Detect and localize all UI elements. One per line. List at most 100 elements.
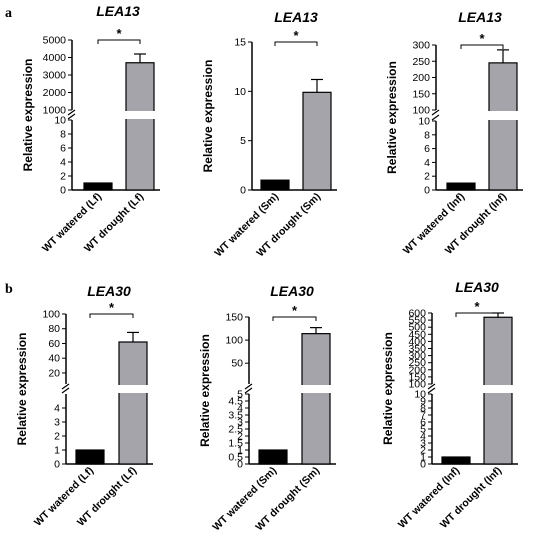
chart-title: LEA30 — [455, 279, 499, 295]
significance-bracket — [89, 313, 134, 318]
y-tick-label: 100 — [408, 379, 426, 391]
y-tick-label: 9 — [420, 396, 426, 408]
y-tick-label: 150 — [408, 371, 426, 383]
significance-bracket — [272, 316, 317, 321]
y-tick-label: 300 — [408, 350, 426, 362]
y-tick-label: 80 — [48, 323, 60, 335]
y-tick-label: 20 — [48, 367, 60, 379]
bar-break-gap — [118, 385, 148, 393]
axis-break-mark — [244, 387, 253, 394]
y-tick-label: 15 — [234, 37, 246, 49]
y-tick-label: 8 — [424, 129, 430, 141]
y-tick-label: 5 — [420, 424, 426, 436]
axis-break-mark — [427, 383, 436, 390]
y-tick-label: 2 — [60, 171, 66, 183]
y-tick-label: 6 — [420, 417, 426, 429]
y-tick-label: 150 — [225, 312, 243, 324]
chart-title: LEA30 — [87, 283, 131, 299]
y-tick-label: 2 — [54, 431, 60, 443]
y-tick-label: 3 — [54, 417, 60, 429]
bar — [441, 456, 471, 465]
y-tick-label: 4.5 — [228, 396, 243, 408]
y-tick-label: 1000 — [43, 105, 67, 117]
bar-break-gap — [125, 111, 155, 119]
y-tick-label: 8 — [60, 129, 66, 141]
bar-break-gap — [483, 385, 513, 393]
significance-label: * — [474, 299, 480, 314]
y-axis-label: Relative expression — [201, 60, 215, 173]
y-tick-label: 0 — [240, 185, 246, 197]
y-tick-label: 7 — [420, 410, 426, 422]
panel-letter-b: b — [5, 282, 13, 297]
axis-break-mark — [67, 113, 76, 120]
y-tick-label: 0 — [424, 185, 430, 197]
y-tick-label: 100 — [42, 309, 60, 321]
y-tick-label: 4000 — [43, 52, 67, 64]
axis-break-mark — [431, 109, 440, 116]
y-tick-label: 10 — [414, 389, 426, 401]
y-tick-label: 250 — [412, 56, 430, 68]
y-tick-label: 0 — [60, 185, 66, 197]
y-tick-label: 250 — [408, 357, 426, 369]
y-axis-label: Relative expression — [385, 61, 399, 174]
significance-bracket — [460, 44, 504, 49]
significance-label: * — [293, 28, 299, 43]
y-tick-label: 2000 — [43, 87, 67, 99]
y-tick-label: 600 — [408, 308, 426, 320]
y-tick-label: 10 — [54, 115, 66, 127]
bar-break-gap — [301, 385, 331, 393]
y-tick-label: 0 — [420, 459, 426, 471]
bar — [118, 341, 148, 465]
axis-break-mark — [244, 383, 253, 390]
y-tick-label: 4 — [424, 157, 430, 169]
y-tick-label: 0.5 — [228, 452, 243, 464]
y-axis-label: Relative expression — [15, 333, 29, 446]
y-tick-label: 3.5 — [228, 410, 243, 422]
y-tick-label: 4 — [54, 403, 60, 415]
y-tick-label: 500 — [408, 322, 426, 334]
bar — [488, 62, 518, 191]
chart-title: LEA13 — [96, 3, 140, 19]
bar — [446, 182, 476, 191]
significance-label: * — [116, 26, 122, 41]
y-tick-label: 350 — [408, 343, 426, 355]
y-tick-label: 4 — [237, 403, 243, 415]
y-tick-label: 300 — [412, 40, 430, 52]
y-tick-label: 200 — [408, 364, 426, 376]
y-tick-label: 6 — [424, 143, 430, 155]
y-tick-label: 150 — [412, 88, 430, 100]
axis-break-mark — [67, 109, 76, 116]
y-tick-label: 60 — [48, 338, 60, 350]
bar — [260, 179, 290, 191]
axis-break-mark — [427, 387, 436, 394]
y-tick-label: 6 — [60, 143, 66, 155]
y-tick-label: 0 — [237, 459, 243, 471]
significance-bracket — [97, 39, 141, 44]
y-tick-label: 100 — [225, 335, 243, 347]
y-tick-label: 40 — [48, 353, 60, 365]
bar — [258, 449, 288, 465]
chart-title: LEA30 — [270, 283, 314, 299]
y-tick-label: 4 — [420, 431, 426, 443]
y-tick-label: 550 — [408, 315, 426, 327]
y-axis-label: Relative expression — [381, 332, 395, 445]
y-tick-label: 2.5 — [228, 424, 243, 436]
y-tick-label: 2 — [237, 431, 243, 443]
chart-4: LEA30 Relative expression 0 1 2 3 4 20 40 60 80 100… — [15, 283, 153, 529]
y-tick-label: 200 — [412, 72, 430, 84]
significance-label: * — [479, 31, 485, 46]
axis-break-mark — [431, 114, 440, 121]
panel-letter-a: a — [5, 6, 12, 21]
significance-label: * — [292, 303, 298, 318]
significance-bracket — [274, 41, 318, 46]
bar — [302, 91, 332, 191]
y-tick-label: 3 — [420, 438, 426, 450]
significance-label: * — [109, 300, 115, 315]
bar — [125, 62, 155, 191]
y-tick-label: 5000 — [43, 35, 67, 47]
axis-break-mark — [61, 383, 70, 390]
y-tick-label: 1 — [54, 445, 60, 457]
y-tick-label: 10 — [234, 86, 246, 98]
y-tick-label: 1 — [420, 452, 426, 464]
